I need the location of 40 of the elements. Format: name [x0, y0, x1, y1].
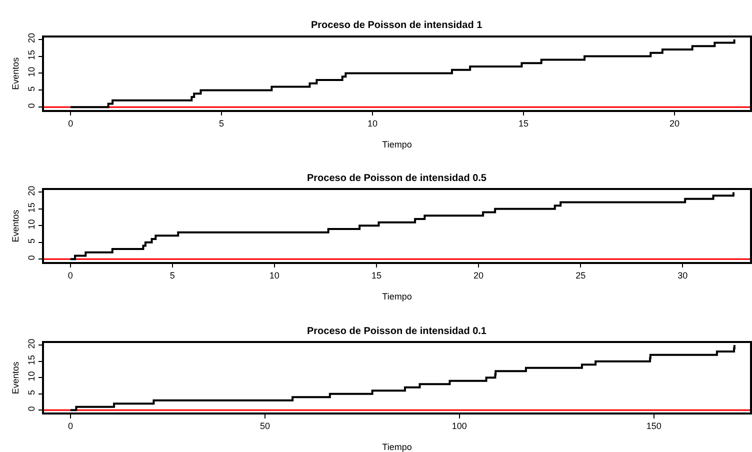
- x-axis-title: Tiempo: [382, 292, 412, 302]
- chart-title: Proceso de Poisson de intensidad 1: [311, 20, 483, 31]
- y-tick-label: 20: [26, 338, 37, 349]
- x-tick-label: 20: [670, 118, 680, 128]
- y-tick-label: 20: [26, 186, 37, 196]
- x-tick-label: 10: [368, 118, 378, 128]
- x-tick-label: 15: [371, 270, 382, 280]
- y-tick-label: 10: [26, 66, 37, 77]
- y-tick-label: 5: [26, 390, 37, 395]
- y-tick-label: 20: [26, 32, 37, 44]
- y-tick-label: 0: [26, 406, 37, 412]
- y-tick-label: 0: [26, 103, 37, 108]
- y-tick-label: 15: [26, 202, 37, 213]
- x-tick-label: 20: [474, 270, 484, 280]
- x-tick-label: 0: [68, 421, 73, 432]
- y-tick-label: 5: [26, 86, 37, 92]
- x-tick-label: 150: [646, 421, 662, 432]
- y-axis-title: Eventos: [10, 56, 20, 90]
- x-axis-title: Tiempo: [382, 442, 412, 452]
- x-tick-label: 0: [68, 270, 73, 280]
- x-tick-label: 10: [269, 270, 280, 280]
- y-axis-title: Eventos: [10, 361, 20, 394]
- x-tick-label: 5: [219, 118, 224, 128]
- x-tick-label: 50: [260, 421, 270, 432]
- chart-title: Proceso de Poisson de intensidad 0.1: [307, 326, 487, 337]
- y-axis-title: Eventos: [10, 209, 20, 242]
- y-tick-label: 5: [26, 238, 37, 244]
- chart-title: Proceso de Poisson de intensidad 0.5: [307, 173, 487, 184]
- x-axis-title: Tiempo: [382, 140, 412, 150]
- x-tick-label: 15: [518, 118, 529, 128]
- y-tick-label: 15: [26, 50, 37, 60]
- y-tick-label: 10: [26, 371, 37, 382]
- x-tick-label: 0: [68, 118, 74, 128]
- y-tick-label: 10: [26, 219, 37, 230]
- x-tick-label: 100: [452, 421, 467, 432]
- x-tick-label: 30: [678, 270, 688, 280]
- y-tick-label: 15: [26, 354, 37, 365]
- x-tick-label: 5: [170, 270, 175, 280]
- y-tick-label: 0: [26, 255, 37, 260]
- x-tick-label: 25: [576, 270, 586, 280]
